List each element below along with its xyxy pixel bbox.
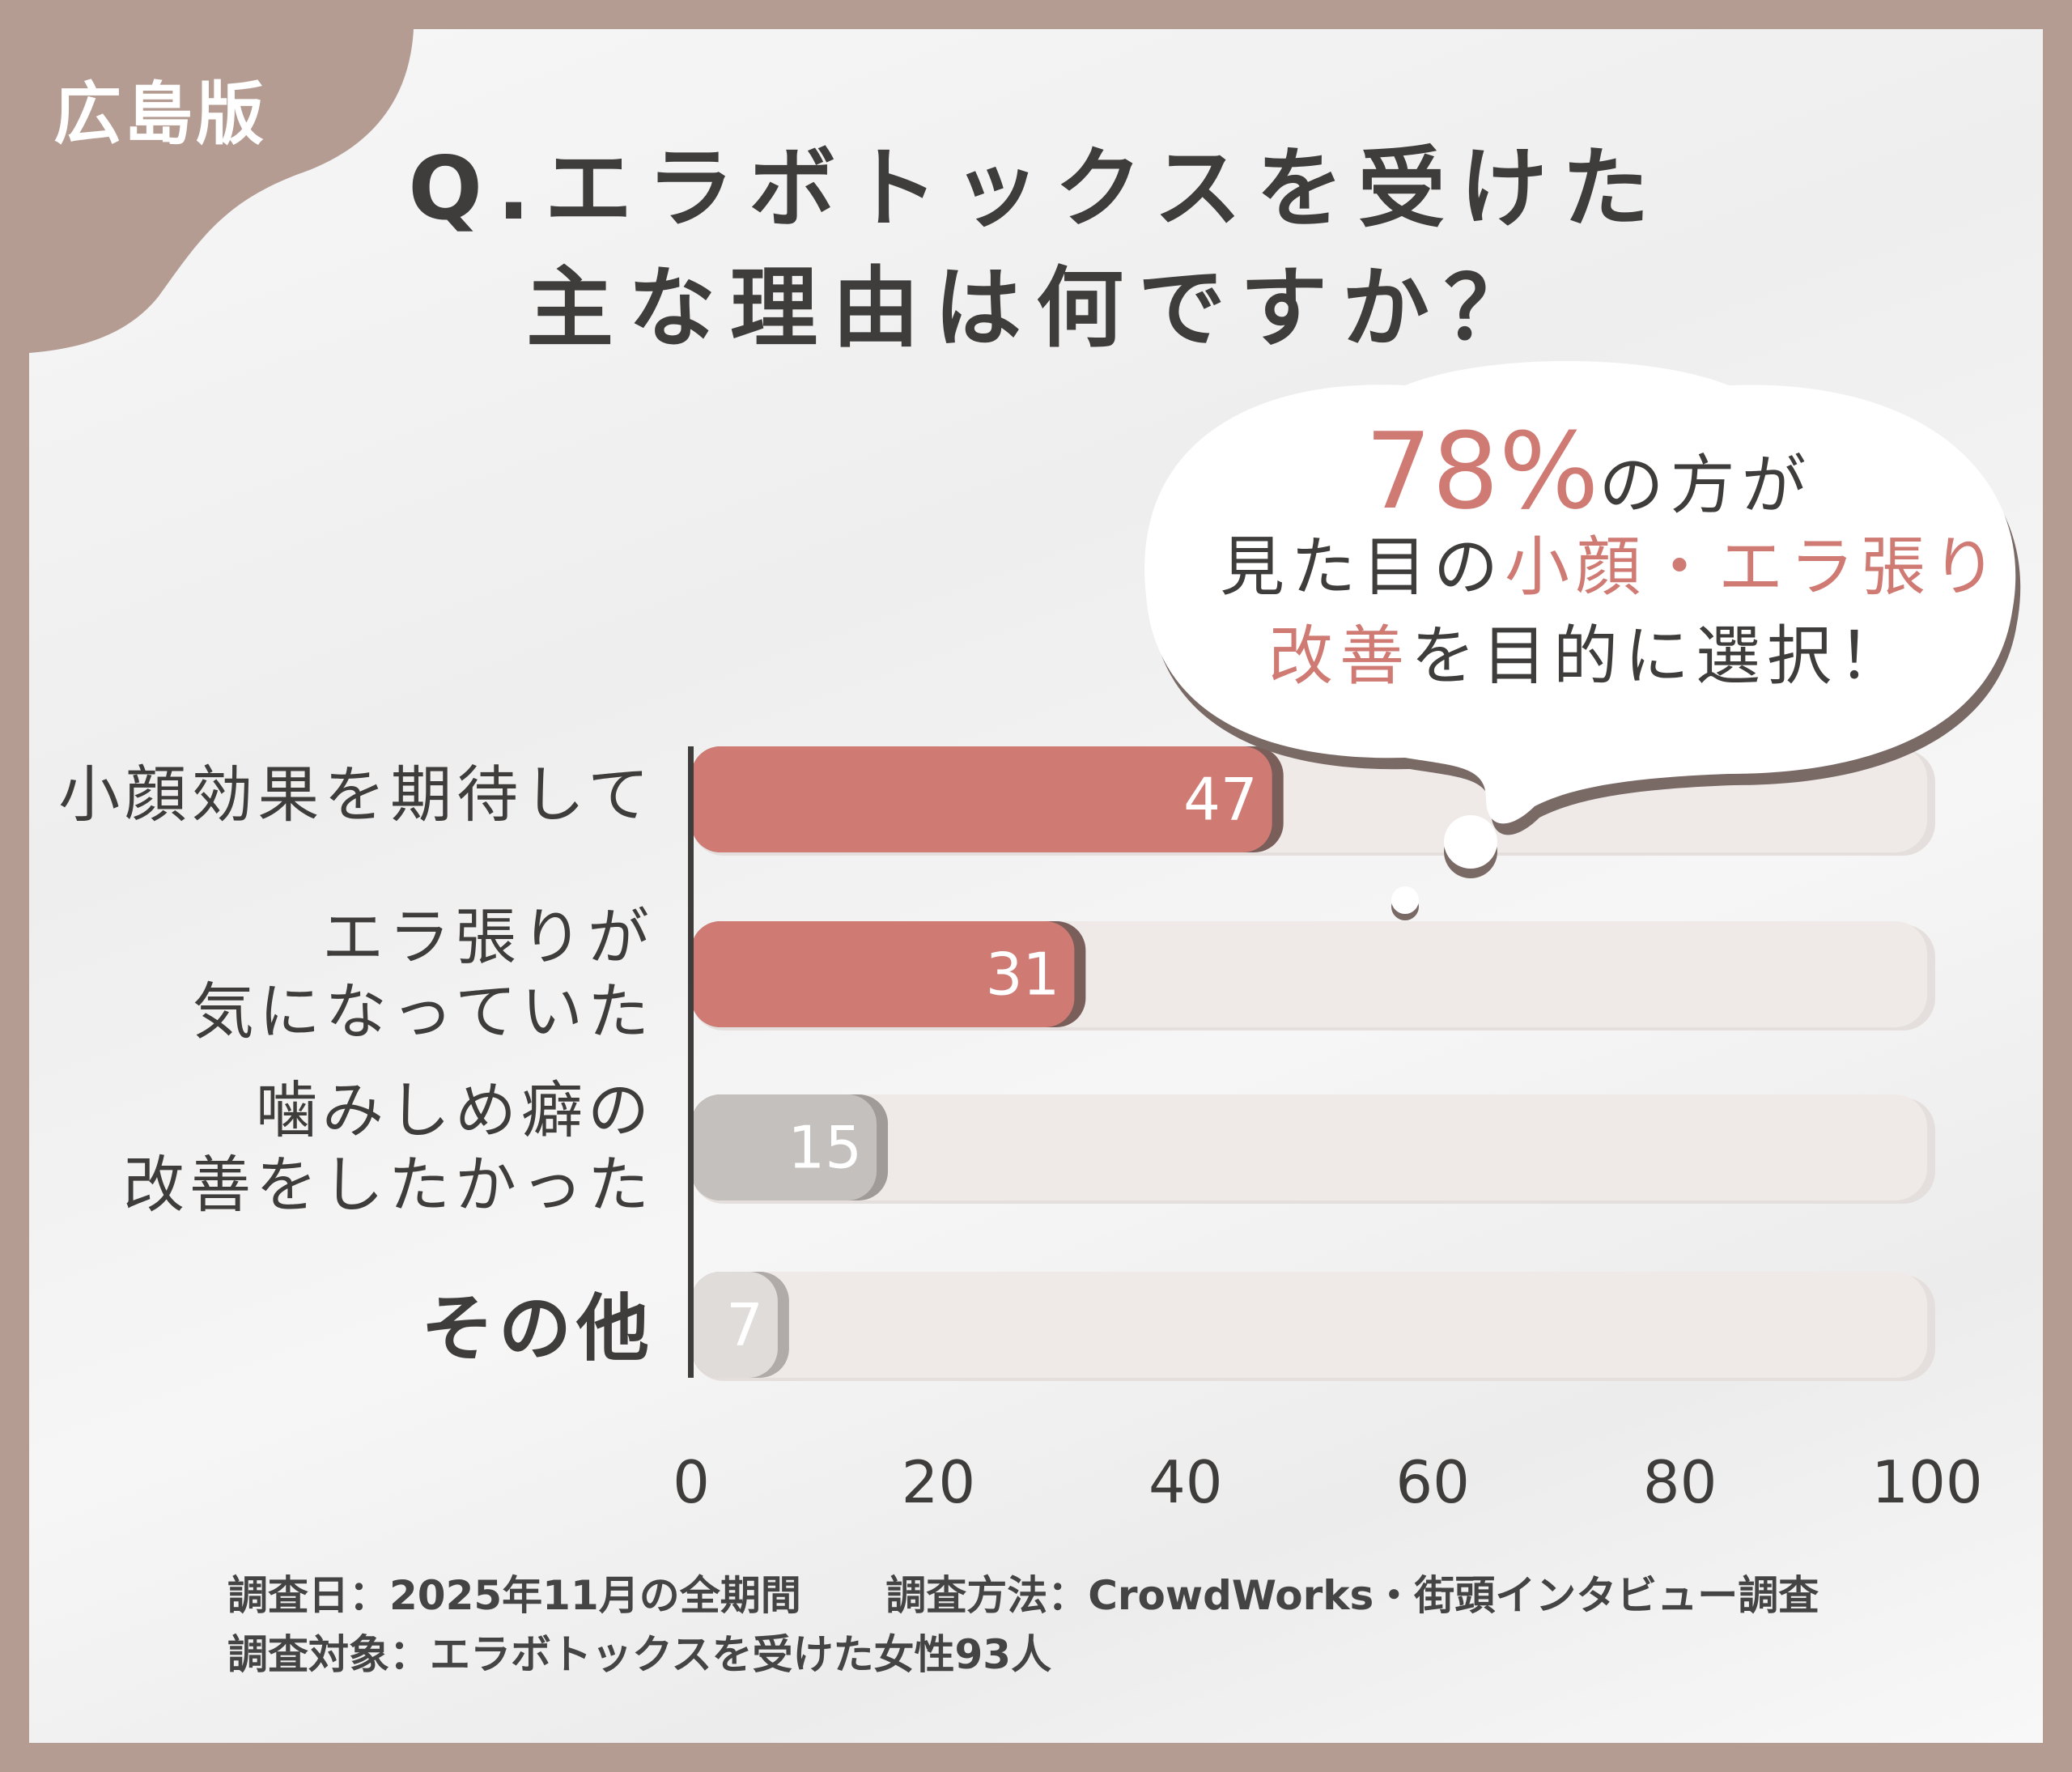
callout-line-2: 見た目の小顔・エラ張り xyxy=(1162,515,2043,609)
bar-track xyxy=(691,1272,1927,1378)
callout-text: を目的に選択！ xyxy=(1411,618,1909,694)
x-tick-label: 40 xyxy=(1149,1448,1223,1516)
x-tick-label: 60 xyxy=(1395,1448,1470,1516)
bar-value-label: 15 xyxy=(788,1114,862,1182)
callout-highlight: 小顔・エラ張り xyxy=(1505,529,2003,605)
callout-text: 見た目の xyxy=(1220,529,1505,605)
category-label: その他 xyxy=(421,1286,654,1371)
x-tick-label: 80 xyxy=(1643,1448,1717,1516)
bar xyxy=(691,746,1272,852)
title-line-1: Q.エラボトックスを受けた xyxy=(408,138,1664,240)
callout-highlight: 改善 xyxy=(1268,618,1411,694)
callout-line-1: 78%の方が xyxy=(1140,410,2038,533)
footer-line-2: 調査対象：エラボトックスを受けた女性93人 xyxy=(227,1631,1052,1678)
category-label: 噛みしめ癖の 改善をしたかった xyxy=(123,1074,654,1221)
region-label: 広島版 xyxy=(53,74,268,154)
bar-track xyxy=(691,1094,1927,1200)
title-line-2: 主な理由は何ですか？ xyxy=(525,258,1546,359)
x-tick-label: 20 xyxy=(902,1448,976,1516)
category-label: 小顔効果を期待して xyxy=(58,759,654,831)
bar-value-label: 31 xyxy=(986,941,1060,1009)
callout-text: の方が xyxy=(1599,448,1813,523)
infographic-panel: 広島版 Q.エラボトックスを受けた 主な理由は何ですか？ 47 31 15 7 0 20 4… xyxy=(29,29,2043,1743)
callout-bubble xyxy=(1144,361,2021,920)
bar xyxy=(691,1272,778,1378)
x-tick-label: 100 xyxy=(1871,1448,1982,1516)
callout-line-3: 改善を目的に選択！ xyxy=(1140,604,2038,698)
category-label: エラ張りが 気になっていた xyxy=(192,901,654,1047)
axis-line xyxy=(688,746,694,1378)
bar xyxy=(691,921,1075,1027)
bar-value-label: 47 xyxy=(1183,766,1258,834)
callout-percent: 78% xyxy=(1365,410,1599,533)
bar xyxy=(691,1094,877,1200)
bar-value-label: 7 xyxy=(726,1291,763,1359)
x-tick-label: 0 xyxy=(673,1448,710,1516)
corner-blob xyxy=(29,29,414,353)
footer-line-1: 調査日：2025年11月の全期間 調査方法：CrowdWorks・街頭インタビュ… xyxy=(227,1572,1819,1619)
